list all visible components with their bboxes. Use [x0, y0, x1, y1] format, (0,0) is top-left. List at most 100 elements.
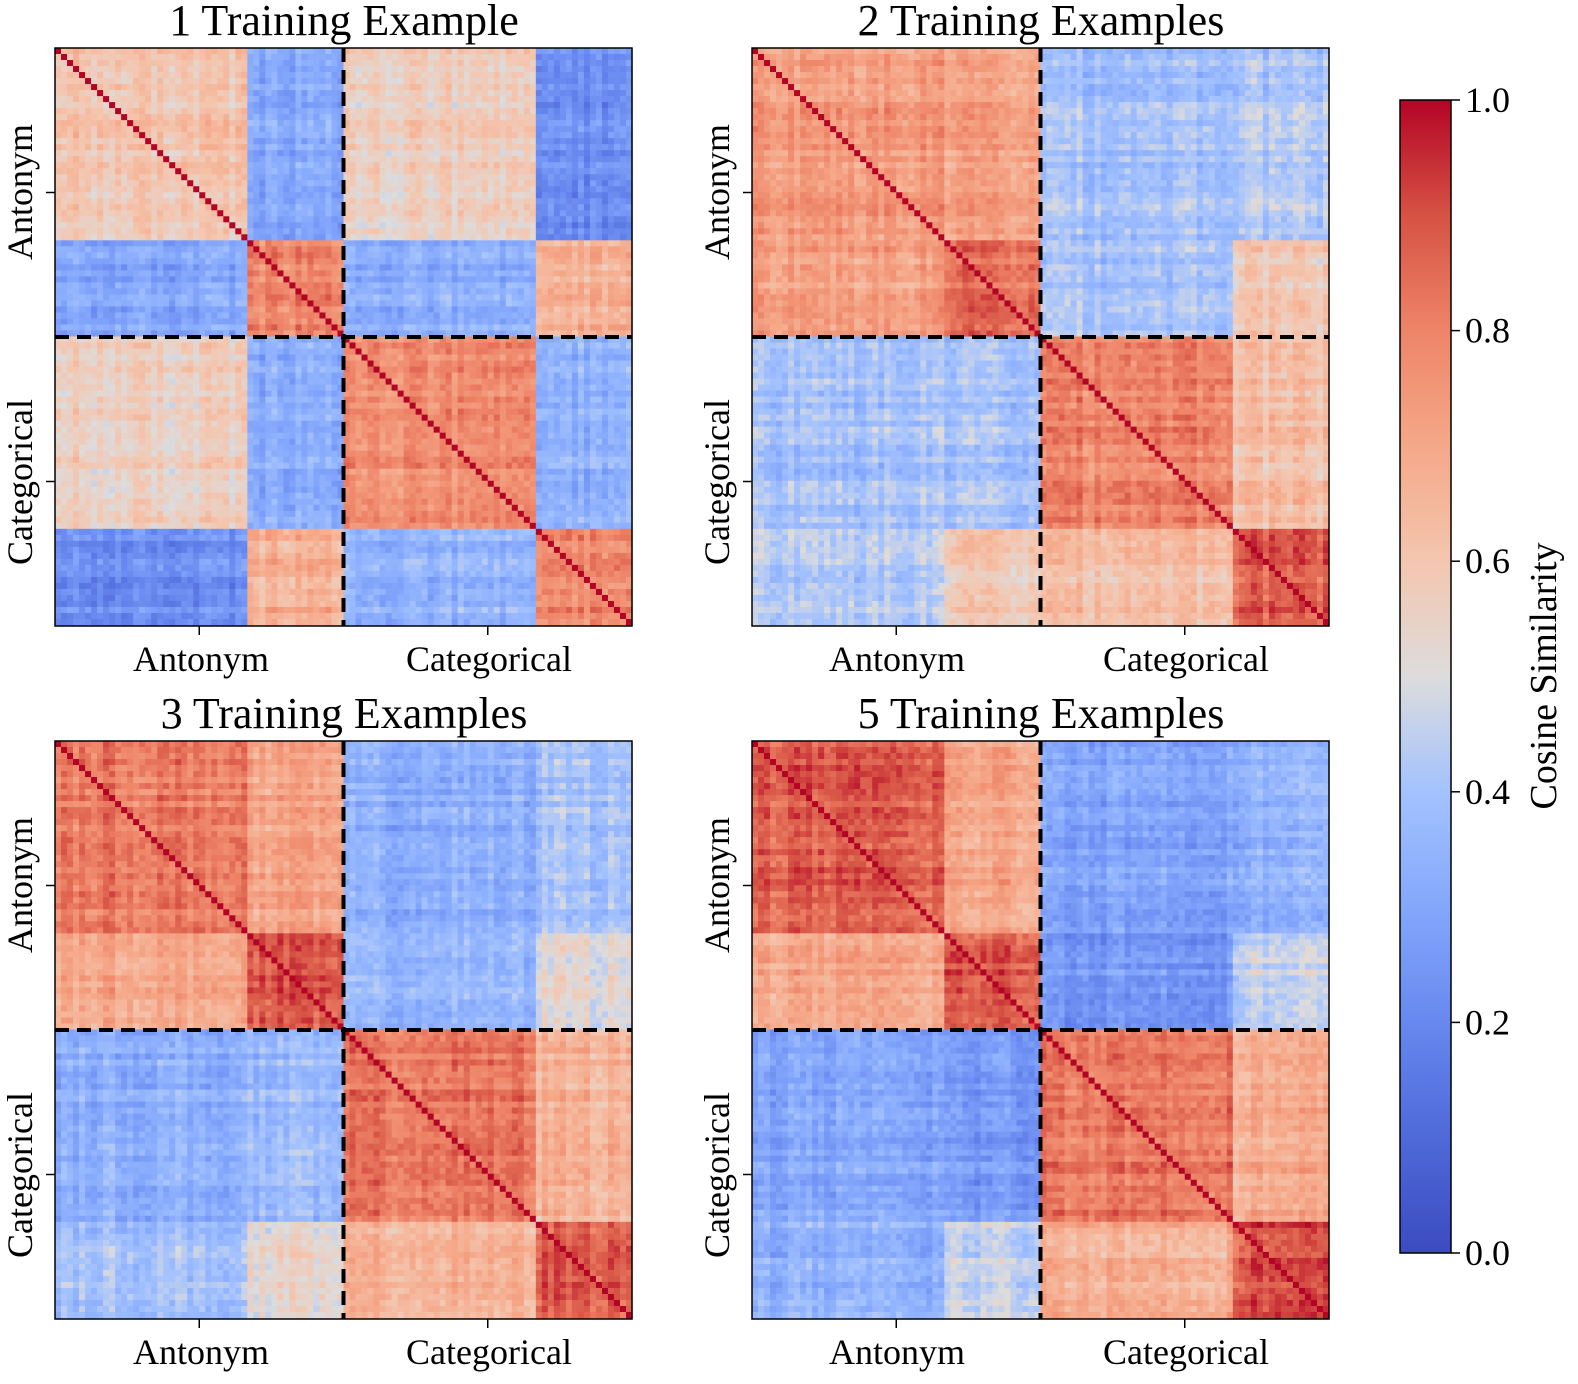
- heatmap-cell: [229, 282, 236, 290]
- heatmap-cell: [481, 258, 489, 265]
- heatmap-cell: [229, 192, 236, 199]
- heatmap-cell: [283, 180, 291, 187]
- heatmap-cell: [169, 156, 176, 163]
- heatmap-cell: [277, 252, 284, 259]
- heatmap-cell: [61, 252, 68, 259]
- heatmap-cell: [181, 114, 188, 121]
- heatmap-cell: [283, 246, 291, 253]
- heatmap-cell: [121, 258, 128, 265]
- heatmap-cell: [151, 180, 158, 187]
- heatmap-cell: [289, 174, 297, 181]
- heatmap-cell: [565, 210, 573, 217]
- heatmap-cell: [145, 270, 152, 277]
- heatmap-cell: [151, 288, 158, 296]
- heatmap-cell: [583, 246, 591, 253]
- heatmap-cell: [523, 186, 531, 193]
- heatmap-cell: [547, 114, 555, 121]
- heatmap-cell: [223, 150, 230, 157]
- heatmap-cell: [499, 54, 507, 61]
- heatmap-cell: [355, 54, 363, 61]
- heatmap-cell: [415, 306, 423, 314]
- heatmap-cell: [253, 354, 260, 362]
- heatmap-cell: [379, 66, 387, 73]
- heatmap-cell: [55, 288, 62, 296]
- heatmap-cell: [517, 342, 525, 350]
- heatmap-cell: [133, 300, 140, 308]
- heatmap-cell: [217, 348, 224, 356]
- heatmap-cell: [619, 228, 627, 235]
- heatmap-cell: [133, 282, 140, 290]
- heatmap-cell: [145, 138, 152, 145]
- heatmap-cell: [529, 144, 537, 151]
- heatmap-cell: [529, 300, 537, 308]
- heatmap-cell: [55, 348, 62, 356]
- heatmap-cell: [259, 282, 266, 290]
- heatmap-cell: [607, 54, 615, 61]
- heatmap-cell: [169, 222, 176, 229]
- heatmap-cell: [379, 84, 387, 91]
- heatmap-cell: [577, 330, 585, 338]
- heatmap-cell: [421, 144, 429, 151]
- heatmap-cell: [133, 294, 140, 302]
- heatmap-cell: [553, 156, 561, 163]
- heatmap-cell: [487, 48, 495, 55]
- heatmap-cell: [295, 330, 303, 338]
- heatmap-cell: [229, 54, 236, 61]
- heatmap-cell: [109, 300, 116, 308]
- heatmap-cell: [151, 276, 158, 284]
- heatmap-cell: [301, 270, 309, 277]
- heatmap-cell: [265, 330, 272, 338]
- heatmap-cell: [193, 270, 200, 277]
- heatmap-cell: [415, 204, 423, 211]
- heatmap-cell: [61, 282, 68, 290]
- heatmap-cell: [475, 204, 483, 211]
- heatmap-cell: [427, 306, 435, 314]
- heatmap-cell: [223, 294, 230, 302]
- heatmap-cell: [619, 318, 627, 326]
- heatmap-cell: [595, 102, 603, 109]
- heatmap-cell: [169, 252, 176, 259]
- heatmap-cell: [331, 282, 339, 290]
- heatmap-cell: [109, 162, 116, 169]
- heatmap-cell: [481, 324, 489, 332]
- heatmap-cell: [343, 204, 351, 211]
- heatmap-cell: [613, 210, 621, 217]
- heatmap-cell: [97, 246, 104, 253]
- heatmap-cell: [577, 246, 585, 253]
- heatmap-cell: [583, 156, 591, 163]
- heatmap-cell: [523, 78, 531, 85]
- heatmap-cell: [163, 60, 170, 67]
- heatmap-cell: [379, 354, 387, 362]
- heatmap-cell: [499, 276, 507, 284]
- heatmap-cell: [511, 54, 519, 61]
- heatmap-cell: [547, 354, 555, 362]
- heatmap-cell: [403, 222, 411, 229]
- heatmap-cell: [547, 276, 555, 284]
- heatmap-cell: [427, 216, 435, 223]
- heatmap-cell: [211, 132, 218, 139]
- heatmap-cell: [529, 210, 537, 217]
- heatmap-cell: [445, 282, 453, 290]
- heatmap-cell: [307, 222, 315, 229]
- heatmap-cell: [403, 354, 411, 362]
- heatmap-cell: [121, 198, 128, 205]
- heatmap-cell: [625, 144, 633, 151]
- heatmap-cell: [439, 84, 447, 91]
- heatmap-cell: [367, 288, 375, 296]
- heatmap-cell: [511, 330, 519, 338]
- heatmap-cell: [151, 108, 158, 115]
- heatmap-cell: [151, 90, 158, 97]
- heatmap-cell: [199, 312, 206, 320]
- heatmap-cell: [199, 222, 206, 229]
- heatmap-cell: [247, 288, 254, 296]
- heatmap-cell: [253, 132, 260, 139]
- heatmap-cell: [175, 126, 182, 133]
- heatmap-cell: [457, 114, 465, 121]
- heatmap-cell: [625, 150, 633, 157]
- heatmap-cell: [571, 198, 579, 205]
- heatmap-cell: [169, 60, 176, 67]
- heatmap-cell: [319, 264, 327, 271]
- heatmap-cell: [403, 132, 411, 139]
- heatmap-cell: [565, 96, 573, 103]
- heatmap-cell: [517, 276, 525, 284]
